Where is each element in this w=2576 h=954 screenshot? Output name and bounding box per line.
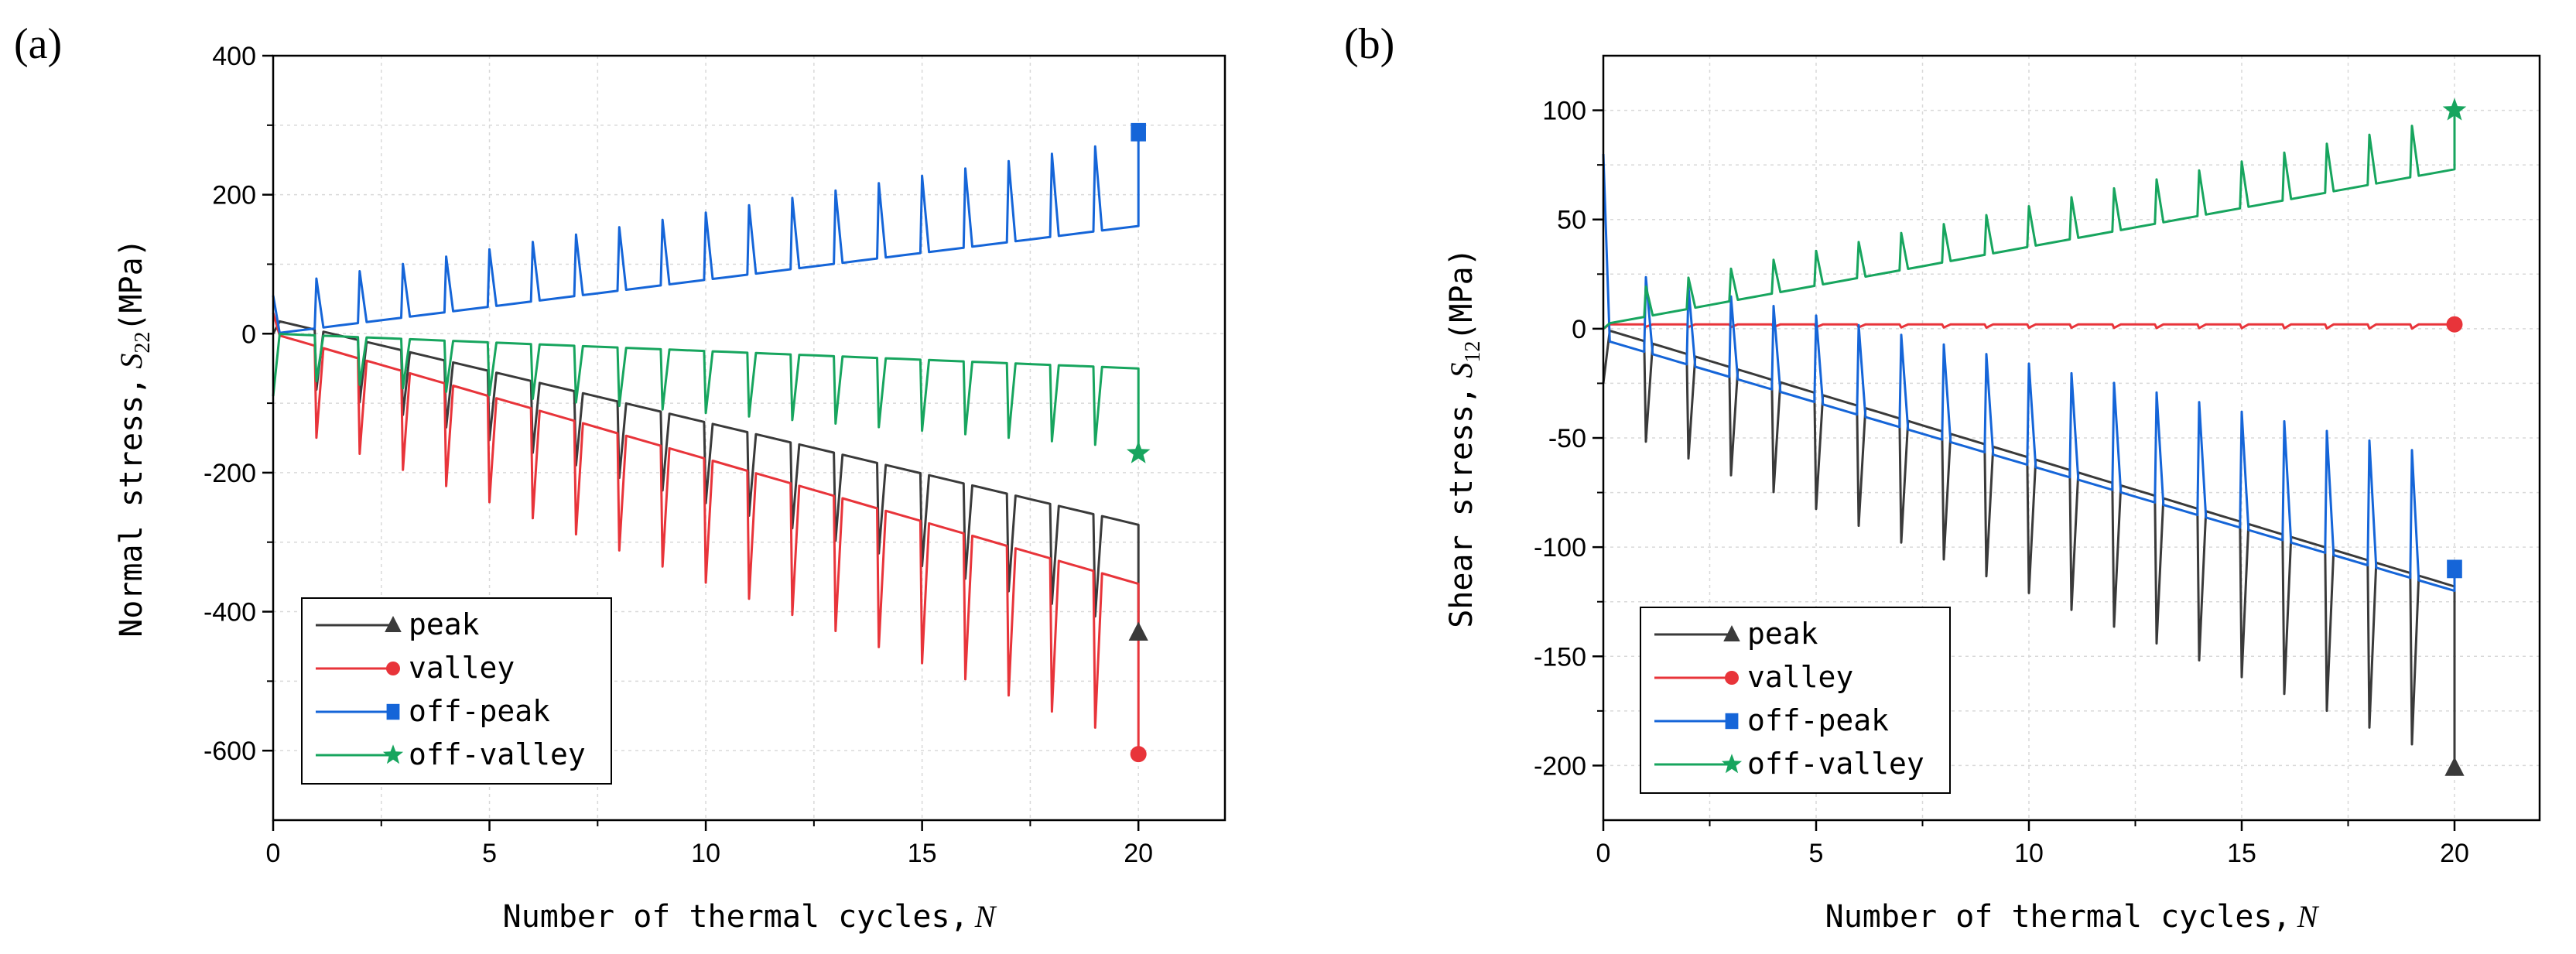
end-marker-off-valley	[2442, 97, 2467, 121]
y-tick-label: 0	[1572, 315, 1586, 344]
legend-label-valley: valley	[1747, 660, 1853, 694]
legend-label-off-peak: off-peak	[1747, 703, 1889, 737]
y-axis-title-symbol: S	[114, 354, 149, 369]
legend-marker-off-peak	[1725, 713, 1739, 730]
series-lines	[1602, 97, 2467, 776]
panel-label: (a)	[14, 20, 62, 68]
y-tick-label: -600	[204, 737, 256, 766]
y-axis-title-text: Normal stress,	[114, 377, 149, 638]
end-marker-valley	[2446, 316, 2463, 333]
series-line-valley	[272, 312, 1140, 754]
y-axis-title-subscript: 12	[1461, 341, 1485, 363]
x-axis-title-symbol: N	[974, 899, 997, 934]
y-tick-label: -100	[1534, 533, 1586, 562]
y-tick-label: -50	[1548, 424, 1586, 453]
y-axis-title-unit: (MPa)	[114, 238, 149, 331]
chart-panel-a: (a) 0 5 10 15 20 -600 -400 -200 0 200 400 Number of …	[14, 20, 1226, 935]
series-line-off-peak	[272, 132, 1140, 334]
legend-marker-off-valley	[382, 744, 404, 764]
end-marker-peak	[2444, 757, 2465, 776]
x-tick-label: 20	[2440, 839, 2469, 868]
legend-box	[1640, 607, 1951, 794]
y-tick-label: 100	[1542, 97, 1586, 126]
ticks: 0 5 10 15 20 -200 -150 -100 -50 0 50 100	[1534, 97, 2469, 868]
legend-label-valley: valley	[409, 651, 515, 685]
series-line-peak	[272, 320, 1140, 633]
x-tick-label: 10	[691, 839, 720, 868]
legend-label-peak: peak	[409, 607, 480, 641]
y-tick-label: 0	[241, 320, 256, 349]
x-axis-title: Number of thermal cycles, N	[1825, 899, 2320, 935]
legend-label-peak: peak	[1747, 617, 1818, 651]
x-axis-title-text: Number of thermal cycles,	[1825, 899, 2291, 935]
y-tick-label: 50	[1557, 206, 1586, 235]
legend-marker-off-valley	[1721, 754, 1743, 774]
end-marker-off-peak	[1131, 122, 1146, 142]
panel-label: (b)	[1344, 20, 1394, 68]
x-axis-title-text: Number of thermal cycles,	[503, 899, 969, 935]
legend-marker-valley	[386, 662, 400, 675]
x-axis-title-symbol: N	[2297, 899, 2320, 934]
series-line-valley	[1603, 323, 2455, 330]
legend-marker-valley	[1725, 671, 1739, 685]
series-line-peak	[1602, 329, 2456, 768]
x-tick-label: 15	[908, 839, 937, 868]
y-axis-title-symbol: S	[1444, 363, 1479, 378]
legend-box	[301, 597, 612, 785]
y-tick-label: -200	[204, 459, 256, 488]
y-tick-label: -200	[1534, 751, 1586, 781]
y-tick-label: 200	[212, 181, 256, 210]
x-tick-label: 20	[1124, 839, 1153, 868]
series-lines	[272, 122, 1151, 763]
legend-label-off-valley: off-valley	[1747, 747, 1924, 781]
chart-panel-b: (b) 0 5 10 15 20 -200 -150 -100 -50 0 50 100 Number o…	[1344, 20, 2541, 935]
legend-marker-peak	[385, 616, 402, 632]
x-tick-label: 10	[2014, 839, 2044, 868]
end-marker-off-peak	[2447, 559, 2462, 579]
y-axis-title-text: Shear stress,	[1444, 386, 1480, 628]
end-marker-off-valley	[1126, 440, 1151, 463]
legend-marker-peak	[1723, 625, 1740, 641]
ticks: 0 5 10 15 20 -600 -400 -200 0 200 400	[204, 42, 1153, 868]
x-tick-label: 0	[266, 839, 281, 868]
x-axis-title: Number of thermal cycles, N	[503, 899, 997, 935]
plot-frame	[272, 54, 1226, 822]
legend: peak valley off-peak off-valley	[301, 597, 612, 785]
y-tick-label: 400	[212, 42, 256, 71]
series-line-off-valley	[1603, 110, 2456, 330]
legend-marker-off-peak	[386, 703, 400, 720]
y-tick-label: -400	[204, 598, 256, 627]
series-line-off-valley	[272, 333, 1140, 453]
series-line-off-peak	[1602, 153, 2456, 593]
end-marker-peak	[1128, 621, 1148, 641]
y-axis-title: Normal stress, S22(MPa)	[114, 238, 155, 638]
x-tick-label: 5	[1809, 839, 1824, 868]
end-marker-valley	[1130, 746, 1147, 763]
legend-label-off-peak: off-peak	[409, 694, 550, 728]
y-tick-label: -150	[1534, 642, 1586, 672]
x-tick-label: 0	[1596, 839, 1611, 868]
legend: peak valley off-peak off-valley	[1640, 607, 1951, 794]
x-tick-label: 5	[482, 839, 497, 868]
legend-label-off-valley: off-valley	[409, 737, 586, 771]
y-axis-title-unit: (MPa)	[1444, 248, 1480, 340]
y-axis-title: Shear stress, S12(MPa)	[1444, 248, 1485, 628]
y-axis-title-subscript: 22	[131, 332, 155, 354]
x-tick-label: 15	[2227, 839, 2256, 868]
